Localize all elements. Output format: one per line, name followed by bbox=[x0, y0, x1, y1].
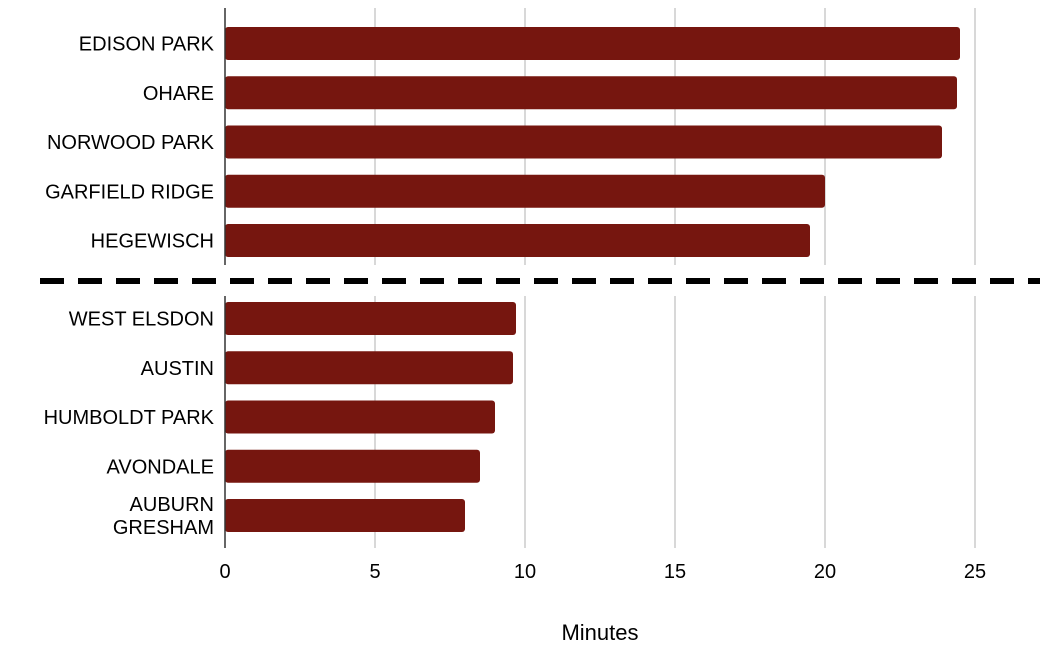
category-label-line: HEGEWISCH bbox=[91, 231, 214, 253]
category-label-line: WEST ELSDON bbox=[69, 309, 214, 331]
category-label-line: AVONDALE bbox=[107, 456, 214, 478]
bar bbox=[225, 302, 516, 335]
category-label-line: EDISON PARK bbox=[79, 34, 215, 56]
category-label-line: GRESHAM bbox=[113, 517, 214, 539]
category-label: EDISON PARK bbox=[79, 34, 215, 56]
x-tick-label: 25 bbox=[964, 561, 986, 583]
category-label: AVONDALE bbox=[107, 456, 214, 478]
category-label: WEST ELSDON bbox=[69, 309, 214, 331]
category-label: NORWOOD PARK bbox=[47, 132, 215, 154]
category-label-line: OHARE bbox=[143, 83, 214, 105]
bar bbox=[225, 400, 495, 434]
category-label: HUMBOLDT PARK bbox=[44, 407, 215, 429]
bar bbox=[225, 174, 825, 208]
bar bbox=[225, 499, 465, 532]
category-label: AUBURN GRESHAM bbox=[113, 494, 214, 539]
bar bbox=[225, 125, 942, 159]
bar bbox=[225, 27, 960, 60]
x-tick-label: 10 bbox=[514, 561, 536, 583]
category-label-line: GARFIELD RIDGE bbox=[45, 181, 214, 203]
x-tick-label: 5 bbox=[369, 561, 380, 583]
x-tick-label: 0 bbox=[219, 561, 230, 583]
category-label-line: HUMBOLDT PARK bbox=[44, 407, 215, 429]
category-label-line: AUBURN bbox=[130, 494, 214, 516]
axes bbox=[40, 8, 1040, 548]
bars bbox=[225, 27, 960, 532]
bar bbox=[225, 449, 480, 483]
category-label: OHARE bbox=[143, 83, 214, 105]
labels: EDISON PARK OHARE NORWOOD PARK GARFIELD RID… bbox=[44, 34, 987, 584]
category-label-line: AUSTIN bbox=[141, 358, 214, 380]
category-label-line: NORWOOD PARK bbox=[47, 132, 215, 154]
category-label: GARFIELD RIDGE bbox=[45, 181, 214, 203]
bar bbox=[225, 351, 513, 385]
category-label: HEGEWISCH bbox=[91, 231, 214, 253]
bar bbox=[225, 224, 810, 257]
x-axis-title: Minutes bbox=[561, 620, 638, 645]
category-label: AUSTIN bbox=[141, 358, 214, 380]
x-tick-label: 15 bbox=[664, 561, 686, 583]
x-tick-label: 20 bbox=[814, 561, 836, 583]
bar bbox=[225, 76, 957, 110]
